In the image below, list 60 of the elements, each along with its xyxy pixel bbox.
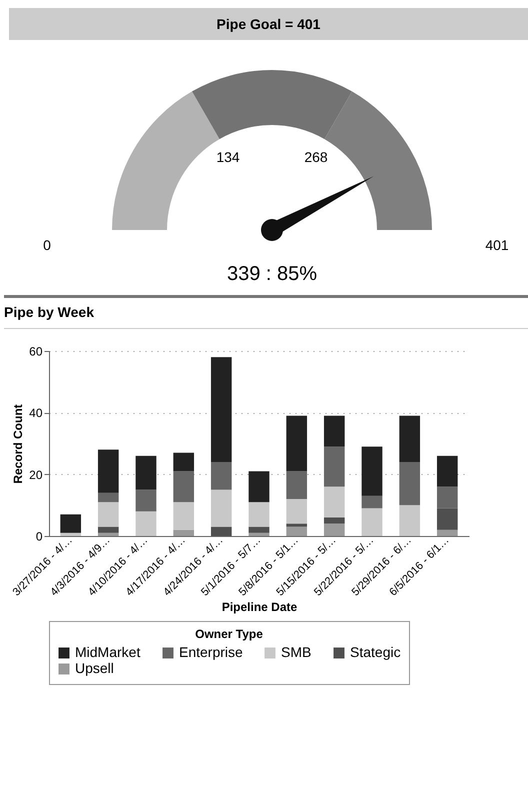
bar [173,471,194,502]
bar [248,502,270,527]
bar [248,526,270,533]
legend-label: Enterprise [179,644,244,660]
bar [210,357,232,462]
bar [98,502,119,527]
bar [324,416,345,447]
bar [286,524,308,527]
text: 134 [216,148,240,165]
bar [136,511,156,536]
bar [136,456,156,490]
y-tick-label: 60 [29,344,43,358]
bar [362,508,382,536]
bar [286,499,308,524]
legend-label: Stategic [350,644,401,660]
bar [98,450,119,493]
bar [399,416,420,462]
y-axis-title: Record Count [11,404,26,484]
bar [324,524,345,536]
bar [210,490,232,527]
bar [399,505,420,536]
bar [98,532,119,536]
bar [173,530,194,536]
text: Pipe Goal = 401 [9,8,528,40]
bar [98,526,119,533]
text: 401 [485,237,509,253]
legend-label: SMB [281,644,312,660]
bar [436,508,458,530]
bar [173,502,194,530]
bar [286,416,308,472]
legend-label: Upsell [75,660,114,676]
bar [324,446,345,487]
bar [248,471,270,502]
bar [210,462,232,490]
bar [136,490,156,512]
y-tick-label: 20 [29,468,43,482]
legend-title: Owner Type [195,627,264,641]
bar [324,518,345,524]
legend-label: MidMarket [75,644,140,660]
x-axis-title: Pipeline Date [222,600,298,614]
text: 339 : 85% [226,263,318,285]
chart-title: Pipe by Week [4,295,528,329]
bar [173,452,194,472]
bar [436,486,458,508]
bar [362,496,382,508]
bar [399,462,420,506]
bar [98,492,119,502]
bar [60,514,82,533]
bar [248,532,270,536]
bar [60,532,82,536]
bar [286,471,308,499]
bar [286,526,308,536]
text: 268 [304,148,328,165]
bar [324,486,345,518]
bar [436,530,458,536]
y-tick-label: 40 [29,406,43,420]
bar [436,456,458,487]
y-tick-label: 0 [36,530,43,544]
bar [362,446,382,496]
bar [210,526,232,536]
